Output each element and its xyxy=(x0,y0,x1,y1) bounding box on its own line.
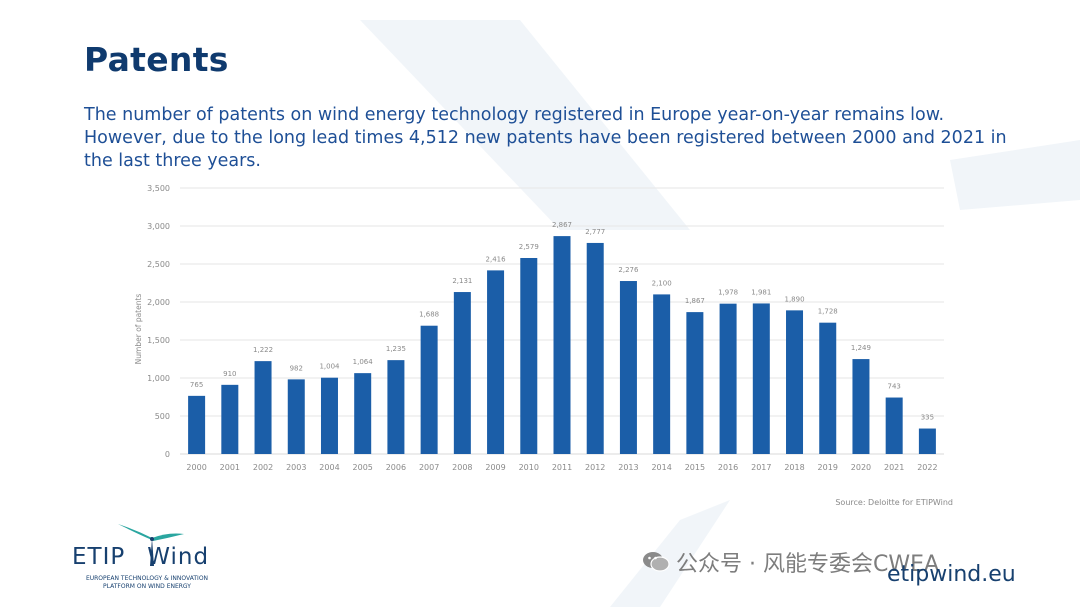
bar xyxy=(586,242,604,454)
slide-subtitle: The number of patents on wind energy tec… xyxy=(84,105,1007,171)
etipwind-logo: ETIP Wind EUROPEAN TECHNOLOGY & INNOVATIO… xyxy=(72,520,232,600)
wechat-icon xyxy=(643,552,670,572)
bar xyxy=(786,310,804,454)
bar xyxy=(254,361,272,454)
y-tick-label: 1,500 xyxy=(147,336,170,345)
bar xyxy=(520,257,538,454)
website-link[interactable]: etipwind.eu xyxy=(887,562,1016,587)
bar-value-label: 2,131 xyxy=(452,277,472,285)
chart-source: Source: Deloitte for ETIPWind xyxy=(835,498,953,507)
x-tick-label: 2013 xyxy=(618,463,638,472)
bar xyxy=(188,395,206,454)
wechat-watermark: 公众号 · 风能专委会CWEA xyxy=(642,546,939,578)
bar xyxy=(453,292,471,454)
x-tick-label: 2019 xyxy=(818,463,838,472)
logo-name-left: ETIP xyxy=(72,544,126,570)
x-tick-label: 2001 xyxy=(220,463,240,472)
x-tick-label: 2014 xyxy=(651,463,671,472)
bar-value-label: 1,867 xyxy=(685,297,705,305)
x-tick-label: 2008 xyxy=(452,463,472,472)
bar xyxy=(487,270,505,454)
x-tick-label: 2015 xyxy=(685,463,705,472)
bar-value-label: 2,416 xyxy=(486,255,507,263)
bar-value-label: 1,064 xyxy=(353,358,374,366)
logo-wordmark: ETIP Wind xyxy=(72,544,209,570)
bar-value-label: 335 xyxy=(921,414,934,422)
logo-tagline: EUROPEAN TECHNOLOGY & INNOVATION PLATFOR… xyxy=(72,575,222,591)
logo-tagline-line1: EUROPEAN TECHNOLOGY & INNOVATION xyxy=(85,575,209,582)
x-tick-label: 2006 xyxy=(386,463,406,472)
bar xyxy=(553,236,571,454)
bar-value-label: 743 xyxy=(887,383,900,391)
x-tick-label: 2005 xyxy=(353,463,373,472)
y-axis-label: Number of patents xyxy=(134,294,143,365)
bar-value-label: 1,978 xyxy=(718,289,738,297)
x-tick-label: 2004 xyxy=(319,463,339,472)
bar-value-label: 1,890 xyxy=(784,295,804,303)
x-tick-label: 2018 xyxy=(784,463,804,472)
bar xyxy=(686,312,704,454)
x-tick-label: 2000 xyxy=(186,463,206,472)
bar xyxy=(619,281,637,454)
bar xyxy=(885,397,903,454)
y-tick-label: 500 xyxy=(155,412,170,421)
bar-value-label: 765 xyxy=(190,381,203,389)
bar-value-label: 1,004 xyxy=(319,363,340,371)
bar-value-label: 910 xyxy=(223,370,236,378)
bar xyxy=(287,379,305,454)
bar xyxy=(918,428,936,454)
y-tick-label: 2,000 xyxy=(147,298,170,307)
x-tick-label: 2011 xyxy=(552,463,572,472)
bar-value-label: 2,100 xyxy=(652,279,672,287)
bar xyxy=(852,359,870,454)
x-tick-label: 2022 xyxy=(917,463,937,472)
x-tick-label: 2017 xyxy=(751,463,771,472)
bar-value-label: 1,688 xyxy=(419,311,439,319)
wind-turbine-icon xyxy=(118,524,184,566)
bar-value-label: 982 xyxy=(290,364,303,372)
bar-value-label: 2,777 xyxy=(585,228,605,236)
bar xyxy=(221,384,239,454)
x-tick-label: 2016 xyxy=(718,463,738,472)
y-tick-label: 1,000 xyxy=(147,374,170,383)
x-tick-label: 2007 xyxy=(419,463,439,472)
bar-value-label: 1,235 xyxy=(386,345,406,353)
bar xyxy=(819,322,837,454)
bar xyxy=(719,303,737,454)
x-tick-label: 2009 xyxy=(485,463,505,472)
bar xyxy=(420,325,438,454)
logo-tagline-line2: PLATFORM ON WIND ENERGY xyxy=(103,583,191,590)
bar xyxy=(320,377,338,454)
patents-bar-chart: 0 500 1,000 1,500 2,000 2,500 3,000 3,500 Number… xyxy=(134,184,944,472)
x-tick-label: 2003 xyxy=(286,463,306,472)
bar xyxy=(387,360,405,454)
bar xyxy=(653,294,671,454)
bar xyxy=(354,373,372,454)
y-tick-label: 0 xyxy=(165,450,170,459)
bar-value-label: 1,222 xyxy=(253,346,273,354)
bar-value-label: 1,981 xyxy=(751,288,771,296)
x-tick-label: 2002 xyxy=(253,463,273,472)
bar-value-label: 2,276 xyxy=(618,266,639,274)
x-tick-label: 2020 xyxy=(851,463,871,472)
slide-title: Patents xyxy=(84,40,229,79)
bar-value-label: 2,579 xyxy=(519,243,539,251)
bar-value-label: 1,728 xyxy=(818,308,838,316)
y-tick-label: 3,000 xyxy=(147,222,170,231)
x-tick-label: 2010 xyxy=(519,463,539,472)
logo-name-right: Wind xyxy=(147,544,210,570)
bar-value-label: 1,249 xyxy=(851,344,871,352)
y-tick-label: 3,500 xyxy=(147,184,170,193)
bar-value-label: 2,867 xyxy=(552,221,572,229)
x-tick-label: 2021 xyxy=(884,463,904,472)
bar xyxy=(752,303,770,454)
watermark-text: 公众号 · 风能专委会CWEA xyxy=(676,552,940,577)
y-tick-label: 2,500 xyxy=(147,260,170,269)
x-tick-label: 2012 xyxy=(585,463,605,472)
